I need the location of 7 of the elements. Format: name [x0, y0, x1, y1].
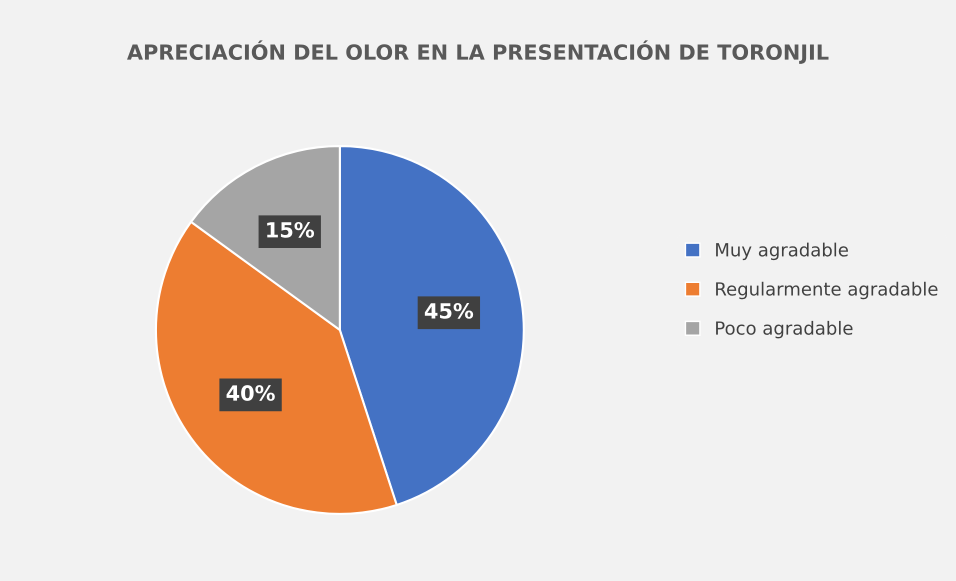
chart-title: APRECIACIÓN DEL OLOR EN LA PRESENTACIÓN DE TORONJIL	[127, 40, 829, 64]
data-label: 15%	[267, 222, 314, 238]
legend-label: Poco agradable	[716, 320, 852, 338]
data-label: 40%	[226, 385, 275, 401]
data-label: 45%	[424, 303, 474, 319]
legend-label: Regularmente agradable	[716, 282, 938, 300]
legend-label: Muy agradable	[716, 242, 848, 260]
